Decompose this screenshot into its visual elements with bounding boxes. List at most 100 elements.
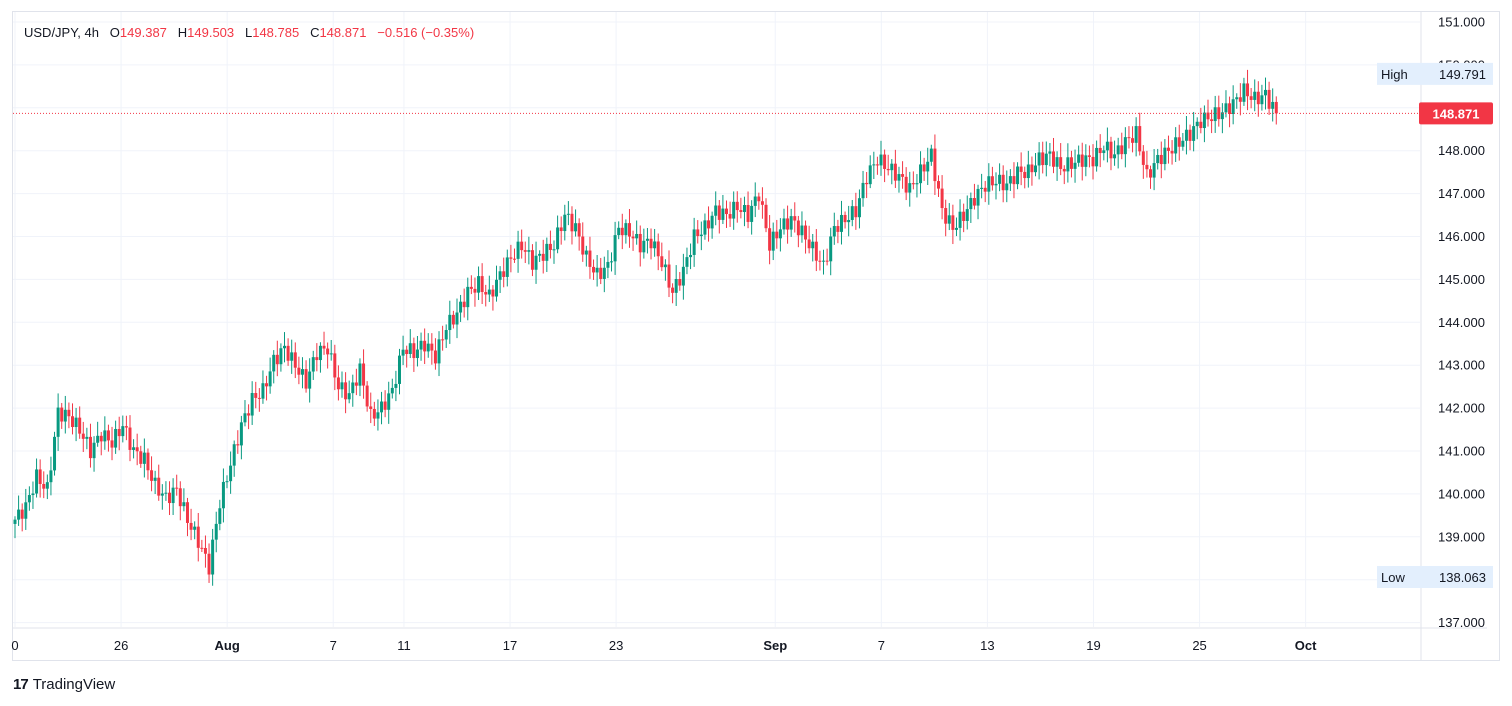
- candle: [983, 180, 987, 203]
- candle-body: [1246, 83, 1250, 97]
- candle: [922, 157, 926, 181]
- candle-body: [53, 436, 57, 471]
- candle-body: [1177, 137, 1181, 147]
- candle-body: [624, 223, 628, 236]
- candle: [1037, 142, 1041, 180]
- candle: [520, 229, 524, 259]
- candle: [937, 175, 941, 197]
- candle: [987, 163, 991, 205]
- candle-body: [1260, 95, 1264, 105]
- candle-body: [1120, 145, 1124, 155]
- candle-body: [362, 363, 366, 386]
- candle-body: [818, 260, 822, 262]
- candle: [99, 431, 103, 456]
- candle: [193, 521, 197, 540]
- candle: [17, 495, 21, 526]
- tradingview-logo[interactable]: 17 TradingView: [13, 676, 115, 693]
- candle: [354, 368, 358, 396]
- candle-body: [60, 407, 64, 422]
- candle: [1192, 111, 1196, 152]
- candle-body: [1210, 119, 1214, 122]
- candle: [556, 215, 560, 254]
- candle-body: [911, 183, 915, 185]
- candle-body: [893, 163, 897, 181]
- candle-body: [232, 444, 236, 466]
- candle-body: [67, 409, 71, 417]
- candle-body: [753, 196, 757, 206]
- candle-body: [638, 233, 642, 253]
- candle-body: [990, 176, 994, 186]
- candle-body: [915, 183, 919, 185]
- candle-body: [261, 383, 265, 399]
- x-tick-label: 7: [878, 638, 885, 653]
- candle: [419, 332, 423, 361]
- candle-body: [721, 208, 725, 220]
- candle-body: [365, 385, 369, 407]
- candle: [329, 339, 333, 361]
- symbol-label[interactable]: USD/JPY: [24, 25, 78, 40]
- candle: [63, 395, 67, 434]
- candle-body: [185, 502, 189, 523]
- candle: [516, 230, 520, 273]
- candle-body: [1253, 91, 1257, 100]
- candle: [1253, 79, 1257, 112]
- candle-body: [574, 223, 578, 232]
- candle-body: [548, 243, 552, 250]
- candle-body: [124, 426, 128, 428]
- candle-body: [437, 339, 441, 364]
- y-tick-label: 146.000: [1438, 229, 1485, 244]
- candle: [1159, 141, 1163, 179]
- candle: [775, 219, 779, 249]
- candle: [771, 222, 775, 261]
- candle: [150, 456, 154, 492]
- candle: [1170, 140, 1174, 165]
- candle: [1077, 145, 1081, 167]
- candle-body: [947, 215, 951, 224]
- candle: [200, 539, 204, 553]
- candle: [42, 471, 46, 499]
- candle-body: [854, 206, 858, 218]
- candle-body: [383, 401, 387, 410]
- candle: [261, 370, 265, 404]
- candle: [933, 134, 937, 195]
- candle-body: [1109, 141, 1113, 159]
- candle-body: [965, 209, 969, 221]
- candle-body: [811, 241, 815, 249]
- open-value: 149.387: [119, 25, 167, 40]
- candle: [498, 266, 502, 293]
- candle-body: [545, 243, 549, 261]
- candle-body: [534, 255, 538, 270]
- candle-body: [742, 205, 746, 213]
- grid-lines: [13, 12, 1487, 661]
- candle-body: [678, 278, 682, 286]
- x-tick-label: 0: [11, 638, 18, 653]
- candle-body: [865, 182, 869, 185]
- candle: [972, 183, 976, 210]
- candle: [523, 241, 527, 264]
- candle-body: [340, 382, 344, 390]
- candle-body: [74, 417, 78, 428]
- candle-body: [160, 493, 164, 496]
- candle-body: [239, 422, 243, 446]
- candle-body: [243, 413, 247, 423]
- time-axis[interactable]: 0 26 Aug 7 11 17 23 Sep 7 13 19 25 Oct: [11, 638, 1317, 653]
- candle: [53, 431, 57, 476]
- candle: [423, 328, 427, 365]
- candle: [182, 488, 186, 512]
- candle-body: [412, 343, 416, 359]
- candle-body: [1066, 157, 1070, 172]
- candle: [1055, 151, 1059, 181]
- candle-body: [696, 229, 700, 237]
- candle-body: [275, 354, 279, 365]
- candle-body: [318, 345, 322, 361]
- interval-label[interactable]: 4h: [84, 25, 99, 40]
- candle: [541, 239, 545, 274]
- candle-body: [969, 198, 973, 210]
- low-marker-value: 138.063: [1439, 570, 1486, 585]
- close-value: 148.871: [319, 25, 367, 40]
- x-tick-label: 25: [1192, 638, 1206, 653]
- candle-body: [106, 430, 110, 441]
- candle-body: [786, 218, 790, 230]
- candle: [469, 275, 473, 295]
